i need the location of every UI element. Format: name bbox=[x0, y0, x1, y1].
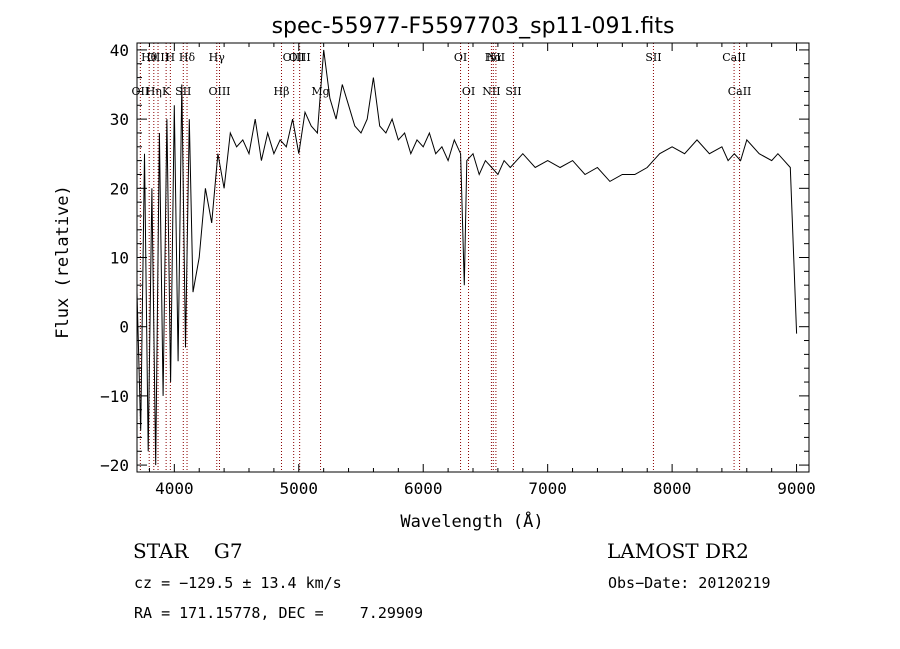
x-axis-label: Wavelength (Å) bbox=[400, 510, 543, 532]
emission-line-label: OIII bbox=[289, 51, 311, 64]
y-axis-ticks: −20 −10 0 10 20 30 40 bbox=[100, 41, 809, 475]
cz-value: cz = −129.5 ± 13.4 km/s bbox=[134, 574, 342, 592]
survey-label: LAMOST DR2 bbox=[607, 539, 749, 563]
x-axis-ticks: 4000 5000 6000 7000 8000 9000 bbox=[148, 43, 816, 498]
y-tick-label: −20 bbox=[100, 456, 129, 475]
spectrum-flux-line bbox=[136, 49, 798, 466]
obs-date: Obs−Date: 20120219 bbox=[608, 574, 771, 592]
emission-line-label: OI bbox=[454, 51, 467, 64]
y-tick-label: 20 bbox=[110, 179, 129, 198]
emission-line-label: SII bbox=[505, 85, 521, 98]
x-tick-label: 4000 bbox=[155, 479, 194, 498]
emission-line-label: NII bbox=[487, 51, 505, 64]
x-tick-label: 9000 bbox=[777, 479, 816, 498]
emission-line-label: OIII bbox=[147, 51, 169, 64]
emission-line-label: SII bbox=[645, 51, 661, 64]
emission-line-markers bbox=[139, 43, 741, 472]
y-tick-label: −10 bbox=[100, 387, 129, 406]
plot-frame bbox=[136, 42, 810, 473]
emission-line-label: OIII bbox=[208, 85, 230, 98]
emission-line-label: OI bbox=[462, 85, 475, 98]
y-tick-label: 30 bbox=[110, 110, 129, 129]
emission-line-label: K bbox=[162, 85, 171, 98]
y-tick-label: 10 bbox=[110, 249, 129, 268]
y-tick-label: 40 bbox=[110, 41, 129, 60]
y-tick-label: 0 bbox=[119, 318, 129, 337]
emission-line-label: Hβ bbox=[274, 85, 290, 98]
emission-line-label: Hη bbox=[146, 85, 162, 98]
y-axis-label: Flux (relative) bbox=[53, 185, 73, 339]
emission-line-label: H bbox=[166, 51, 176, 64]
ra-dec: RA = 171.15778, DEC = 7.29909 bbox=[134, 604, 423, 622]
emission-line-label: OIII bbox=[283, 51, 305, 64]
emission-line-labels: HθOIIOIIIHηHKHδSIIHγOIIIOIIIHβOIIIMgOIOI… bbox=[132, 51, 752, 98]
emission-line-label: Hγ bbox=[209, 51, 226, 64]
emission-line-label: Hα bbox=[485, 51, 503, 64]
emission-line-label: CaII bbox=[722, 51, 746, 64]
emission-line-label: Hθ bbox=[141, 51, 158, 64]
x-tick-label: 6000 bbox=[404, 479, 443, 498]
emission-line-label: Hδ bbox=[179, 51, 196, 64]
chart-title: spec-55977-F5597703_sp11-091.fits bbox=[272, 14, 675, 39]
emission-line-label: SII bbox=[175, 85, 191, 98]
x-tick-label: 8000 bbox=[653, 479, 692, 498]
emission-line-label: CaII bbox=[728, 85, 752, 98]
emission-line-label: NII bbox=[482, 85, 500, 98]
x-tick-label: 7000 bbox=[528, 479, 567, 498]
class-label: STAR G7 bbox=[133, 539, 243, 563]
x-tick-label: 5000 bbox=[280, 479, 319, 498]
